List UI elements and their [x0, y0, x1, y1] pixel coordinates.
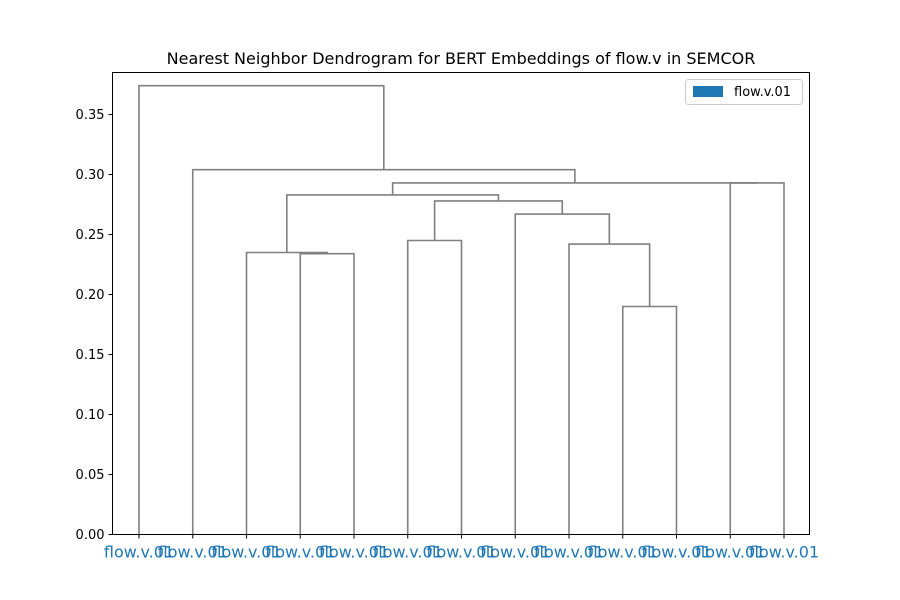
- leaf-label: flow.v.01: [695, 543, 765, 562]
- leaf-labels: flow.v.01flow.v.01flow.v.01flow.v.01flow…: [104, 534, 819, 562]
- leaf-label: flow.v.01: [534, 543, 604, 562]
- y-tick-label: 0.35: [76, 108, 105, 123]
- y-tick-label: 0.25: [76, 228, 105, 243]
- leaf-label: flow.v.01: [588, 543, 658, 562]
- legend-box: [685, 79, 803, 105]
- y-tick-label: 0.20: [76, 288, 105, 303]
- y-tick-label: 0.00: [76, 528, 105, 543]
- leaf-label: flow.v.01: [104, 543, 174, 562]
- legend-label: flow.v.01: [734, 85, 791, 100]
- chart-title: Nearest Neighbor Dendrogram for BERT Emb…: [167, 49, 756, 68]
- leaf-label: flow.v.01: [480, 543, 550, 562]
- y-tick-label: 0.05: [76, 468, 105, 483]
- leaf-label: flow.v.01: [265, 543, 335, 562]
- y-axis: 0.00 0.05 0.10 0.15 0.20 0.25 0.30 0.35: [76, 108, 113, 543]
- leaf-label: flow.v.01: [749, 543, 819, 562]
- dendrogram-link: [391, 182, 758, 195]
- y-tick-label: 0.30: [76, 168, 105, 183]
- y-tick-label: 0.10: [76, 408, 105, 423]
- dendrogram-link: [138, 84, 385, 535]
- y-tick-label: 0.15: [76, 348, 105, 363]
- leaf-label: flow.v.01: [426, 543, 496, 562]
- dendrogram-links: [138, 84, 785, 535]
- leaf-label: flow.v.01: [373, 543, 443, 562]
- leaf-label: flow.v.01: [319, 543, 389, 562]
- leaf-label: flow.v.01: [158, 543, 228, 562]
- legend-swatch: [693, 86, 723, 97]
- plot-frame: [112, 72, 810, 535]
- leaf-label: flow.v.01: [641, 543, 711, 562]
- legend: flow.v.01: [685, 79, 803, 105]
- leaf-label: flow.v.01: [211, 543, 281, 562]
